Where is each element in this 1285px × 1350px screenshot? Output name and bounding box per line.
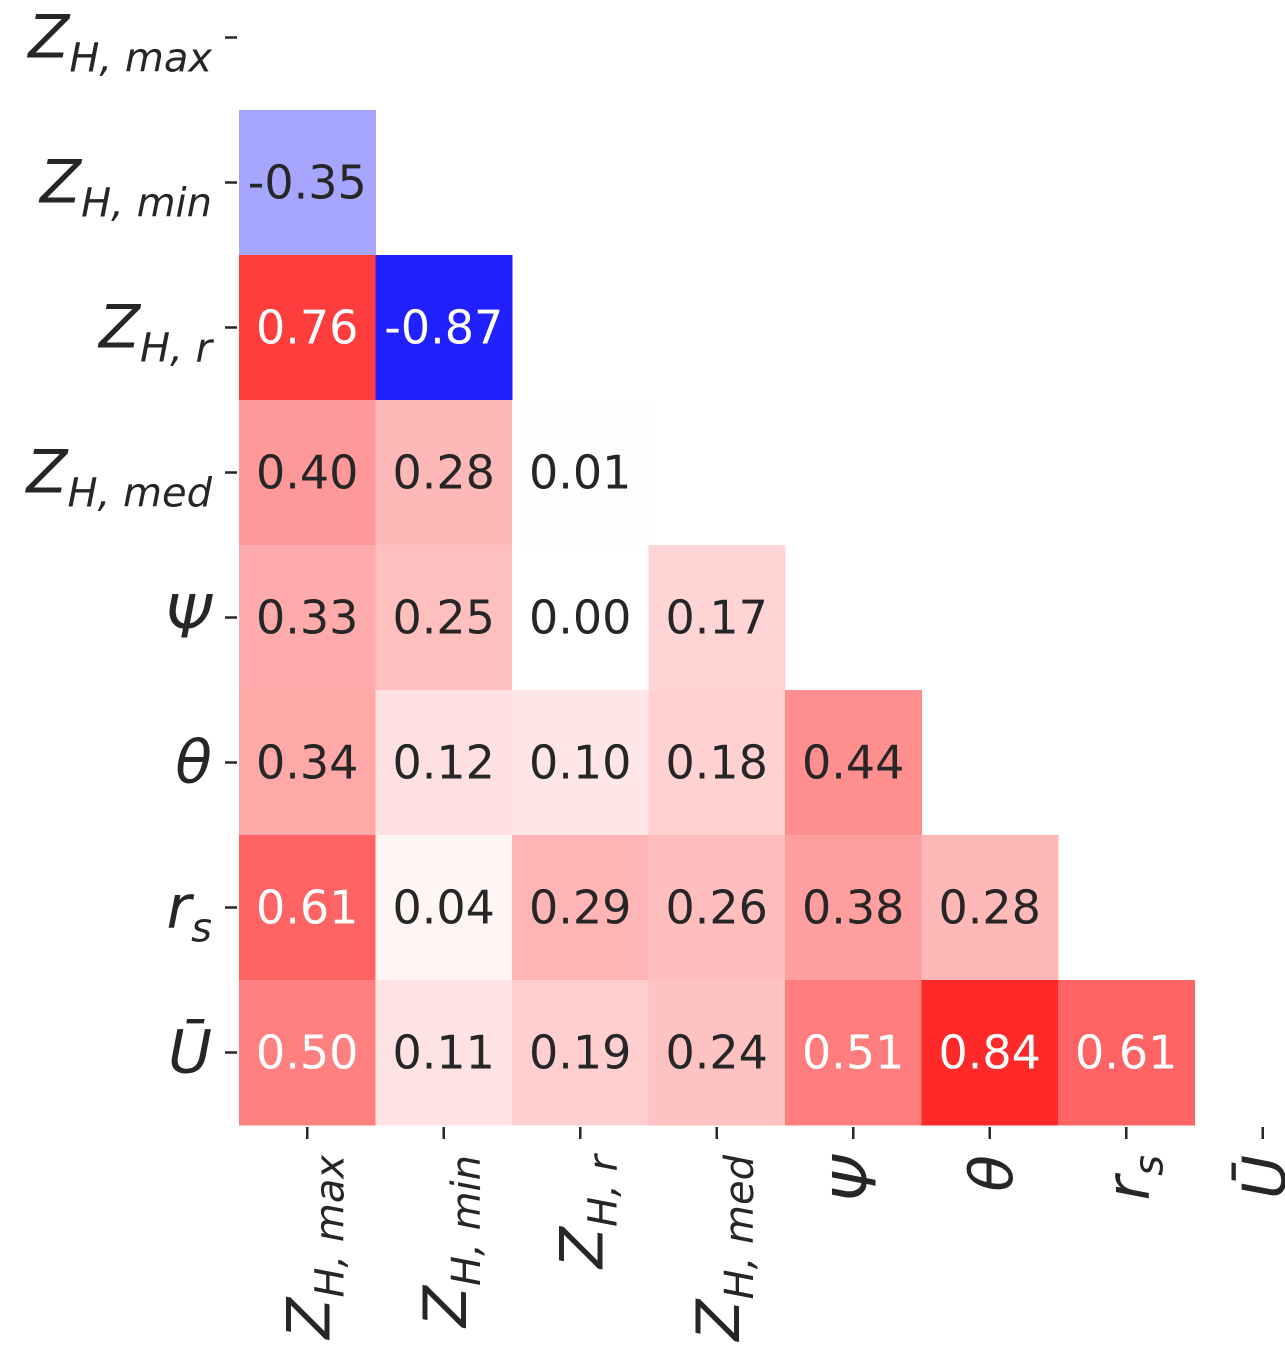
y-tick-label: ZH, med xyxy=(24,438,212,517)
y-tick-label: Ū xyxy=(168,1018,212,1088)
cell-value-label: 0.33 xyxy=(256,591,358,645)
heatmap-cell xyxy=(239,980,376,1126)
heatmap-cell xyxy=(1058,980,1195,1126)
cell-value-label: 0.50 xyxy=(256,1026,358,1080)
y-tick-label: Ψ xyxy=(165,583,214,653)
cell-value-label: -0.35 xyxy=(248,156,367,210)
heatmap-cell xyxy=(512,835,649,981)
heatmap-cell xyxy=(785,980,922,1126)
heatmap-cell xyxy=(648,835,786,981)
x-tick-label: θ xyxy=(957,1155,1027,1192)
heatmap-cell xyxy=(921,835,1059,981)
heatmap-cell xyxy=(648,545,786,691)
heatmap-cell xyxy=(512,545,649,691)
y-tick-label: ZH, max xyxy=(26,3,212,82)
cell-value-label: 0.24 xyxy=(666,1026,768,1080)
cell-value-label: 0.84 xyxy=(939,1026,1041,1080)
heatmap-cells: -0.35 0.76 -0.87 0.40 0.28 0.01 0.33 0.25 0.00 0.… xyxy=(239,110,1195,1126)
heatmap-cell xyxy=(375,835,513,981)
heatmap-cell xyxy=(239,400,376,546)
x-tick-label: ZH, med xyxy=(684,1154,763,1342)
heatmap-cell xyxy=(921,980,1059,1126)
x-tick-label: ZH, min xyxy=(411,1155,490,1329)
cell-value-label: 0.61 xyxy=(256,881,358,935)
cell-value-label: 0.51 xyxy=(802,1026,904,1080)
x-tick-label: ZH, r xyxy=(547,1152,626,1270)
cell-value-label: -0.87 xyxy=(384,301,503,355)
y-tick-label: ZH, min xyxy=(38,148,212,227)
y-tick-label: θ xyxy=(175,728,212,798)
cell-value-label: 0.44 xyxy=(802,736,904,790)
cell-value-label: 0.40 xyxy=(256,446,358,500)
cell-value-label: 0.19 xyxy=(529,1026,631,1080)
heatmap-cell xyxy=(239,110,376,256)
heatmap-cell xyxy=(375,400,513,546)
cell-value-label: 0.10 xyxy=(529,736,631,790)
heatmap-cell xyxy=(648,980,786,1126)
cell-value-label: 0.28 xyxy=(393,446,495,500)
cell-value-label: 0.04 xyxy=(393,881,495,935)
cell-value-label: 0.11 xyxy=(393,1026,495,1080)
heatmap-cell xyxy=(785,835,922,981)
x-tick-label: ZH, max xyxy=(274,1155,353,1341)
cell-value-label: 0.25 xyxy=(393,591,495,645)
heatmap-cell xyxy=(239,545,376,691)
cell-value-label: 0.34 xyxy=(256,736,358,790)
heatmap-cell xyxy=(375,980,513,1126)
cell-value-label: 0.01 xyxy=(529,446,631,500)
heatmap-cell xyxy=(239,835,376,981)
cell-value-label: 0.12 xyxy=(393,736,495,790)
x-tick-label: Ψ xyxy=(820,1153,890,1202)
cell-value-label: 0.61 xyxy=(1075,1026,1177,1080)
heatmap-cell xyxy=(239,255,376,401)
cell-value-label: 0.29 xyxy=(529,881,631,935)
heatmap-cell xyxy=(785,690,922,836)
cell-value-label: 0.18 xyxy=(666,736,768,790)
y-tick-label: rs xyxy=(166,873,212,952)
y-tick-label: ZH, r xyxy=(97,293,215,372)
heatmap-cell xyxy=(375,255,513,401)
y-axis-labels: ZH, max ZH, min ZH, r ZH, med Ψθ rs Ū xyxy=(24,3,237,1088)
heatmap-cell xyxy=(375,545,513,691)
x-axis-labels: ZH, max ZH, min ZH, r ZH, med Ψθ rs Ū xyxy=(274,1127,1285,1343)
heatmap-cell xyxy=(512,980,649,1126)
cell-value-label: 0.76 xyxy=(256,301,358,355)
cell-value-label: 0.17 xyxy=(666,591,768,645)
heatmap-cell xyxy=(375,690,513,836)
cell-value-label: 0.26 xyxy=(666,881,768,935)
x-tick-label: rs xyxy=(1093,1155,1172,1201)
heatmap-cell xyxy=(648,690,786,836)
cell-value-label: 0.38 xyxy=(802,881,904,935)
cell-value-label: 0.28 xyxy=(939,881,1041,935)
heatmap-cell xyxy=(512,400,649,546)
x-tick-label: Ū xyxy=(1230,1155,1285,1199)
heatmap-cell xyxy=(512,690,649,836)
heatmap-cell xyxy=(239,690,376,836)
cell-value-label: 0.00 xyxy=(529,591,631,645)
